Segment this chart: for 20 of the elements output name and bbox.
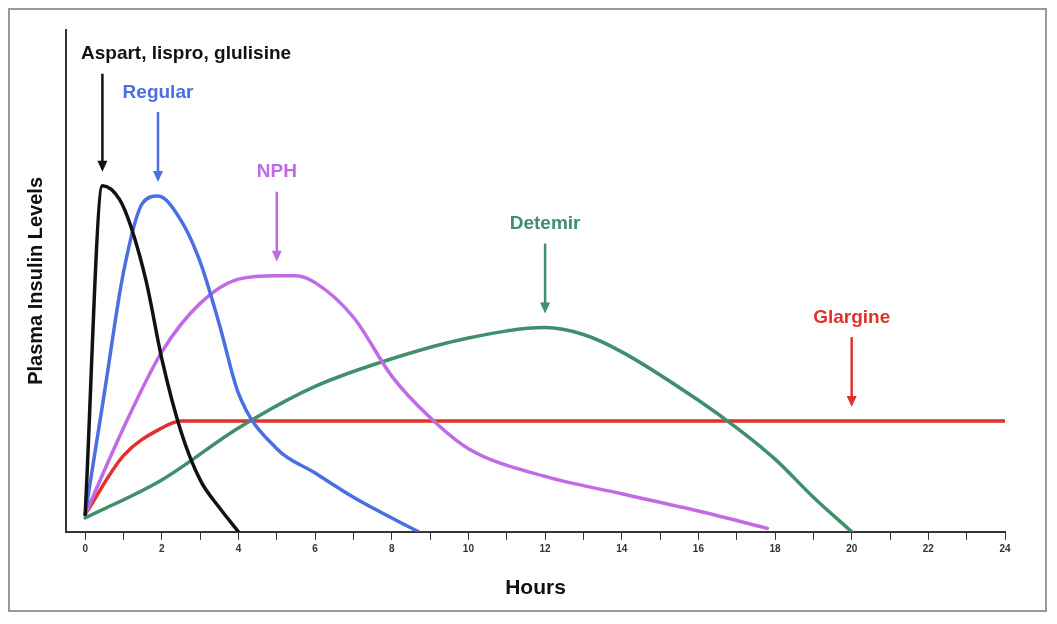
x-tick-label: 4 — [235, 542, 242, 554]
text: NPH — [256, 160, 297, 182]
x-tick-label: 24 — [999, 542, 1011, 554]
x-tick-label: 8 — [388, 542, 395, 554]
x-tick-label: 16 — [692, 542, 705, 554]
x-tick-label: 20 — [846, 542, 858, 554]
x-tick-label: 14 — [616, 542, 628, 554]
x-tick-label: 6 — [312, 542, 319, 554]
x-tick-label: 12 — [539, 542, 552, 554]
x-tick-label: 2 — [159, 542, 166, 554]
y-axis-title: Plasma Insulin Levels — [23, 176, 46, 385]
text: Regular — [122, 80, 194, 102]
x-tick-label: 10 — [462, 542, 475, 554]
x-tick-label: 18 — [769, 542, 782, 554]
x-tick-label: 0 — [82, 542, 89, 554]
x-axis-title: Hours — [505, 575, 566, 599]
text: Detemir — [509, 212, 582, 234]
text: Glargine — [813, 305, 891, 327]
x-tick-label: 22 — [922, 542, 935, 554]
text: Aspart, lispro, glulisine — [80, 42, 292, 64]
